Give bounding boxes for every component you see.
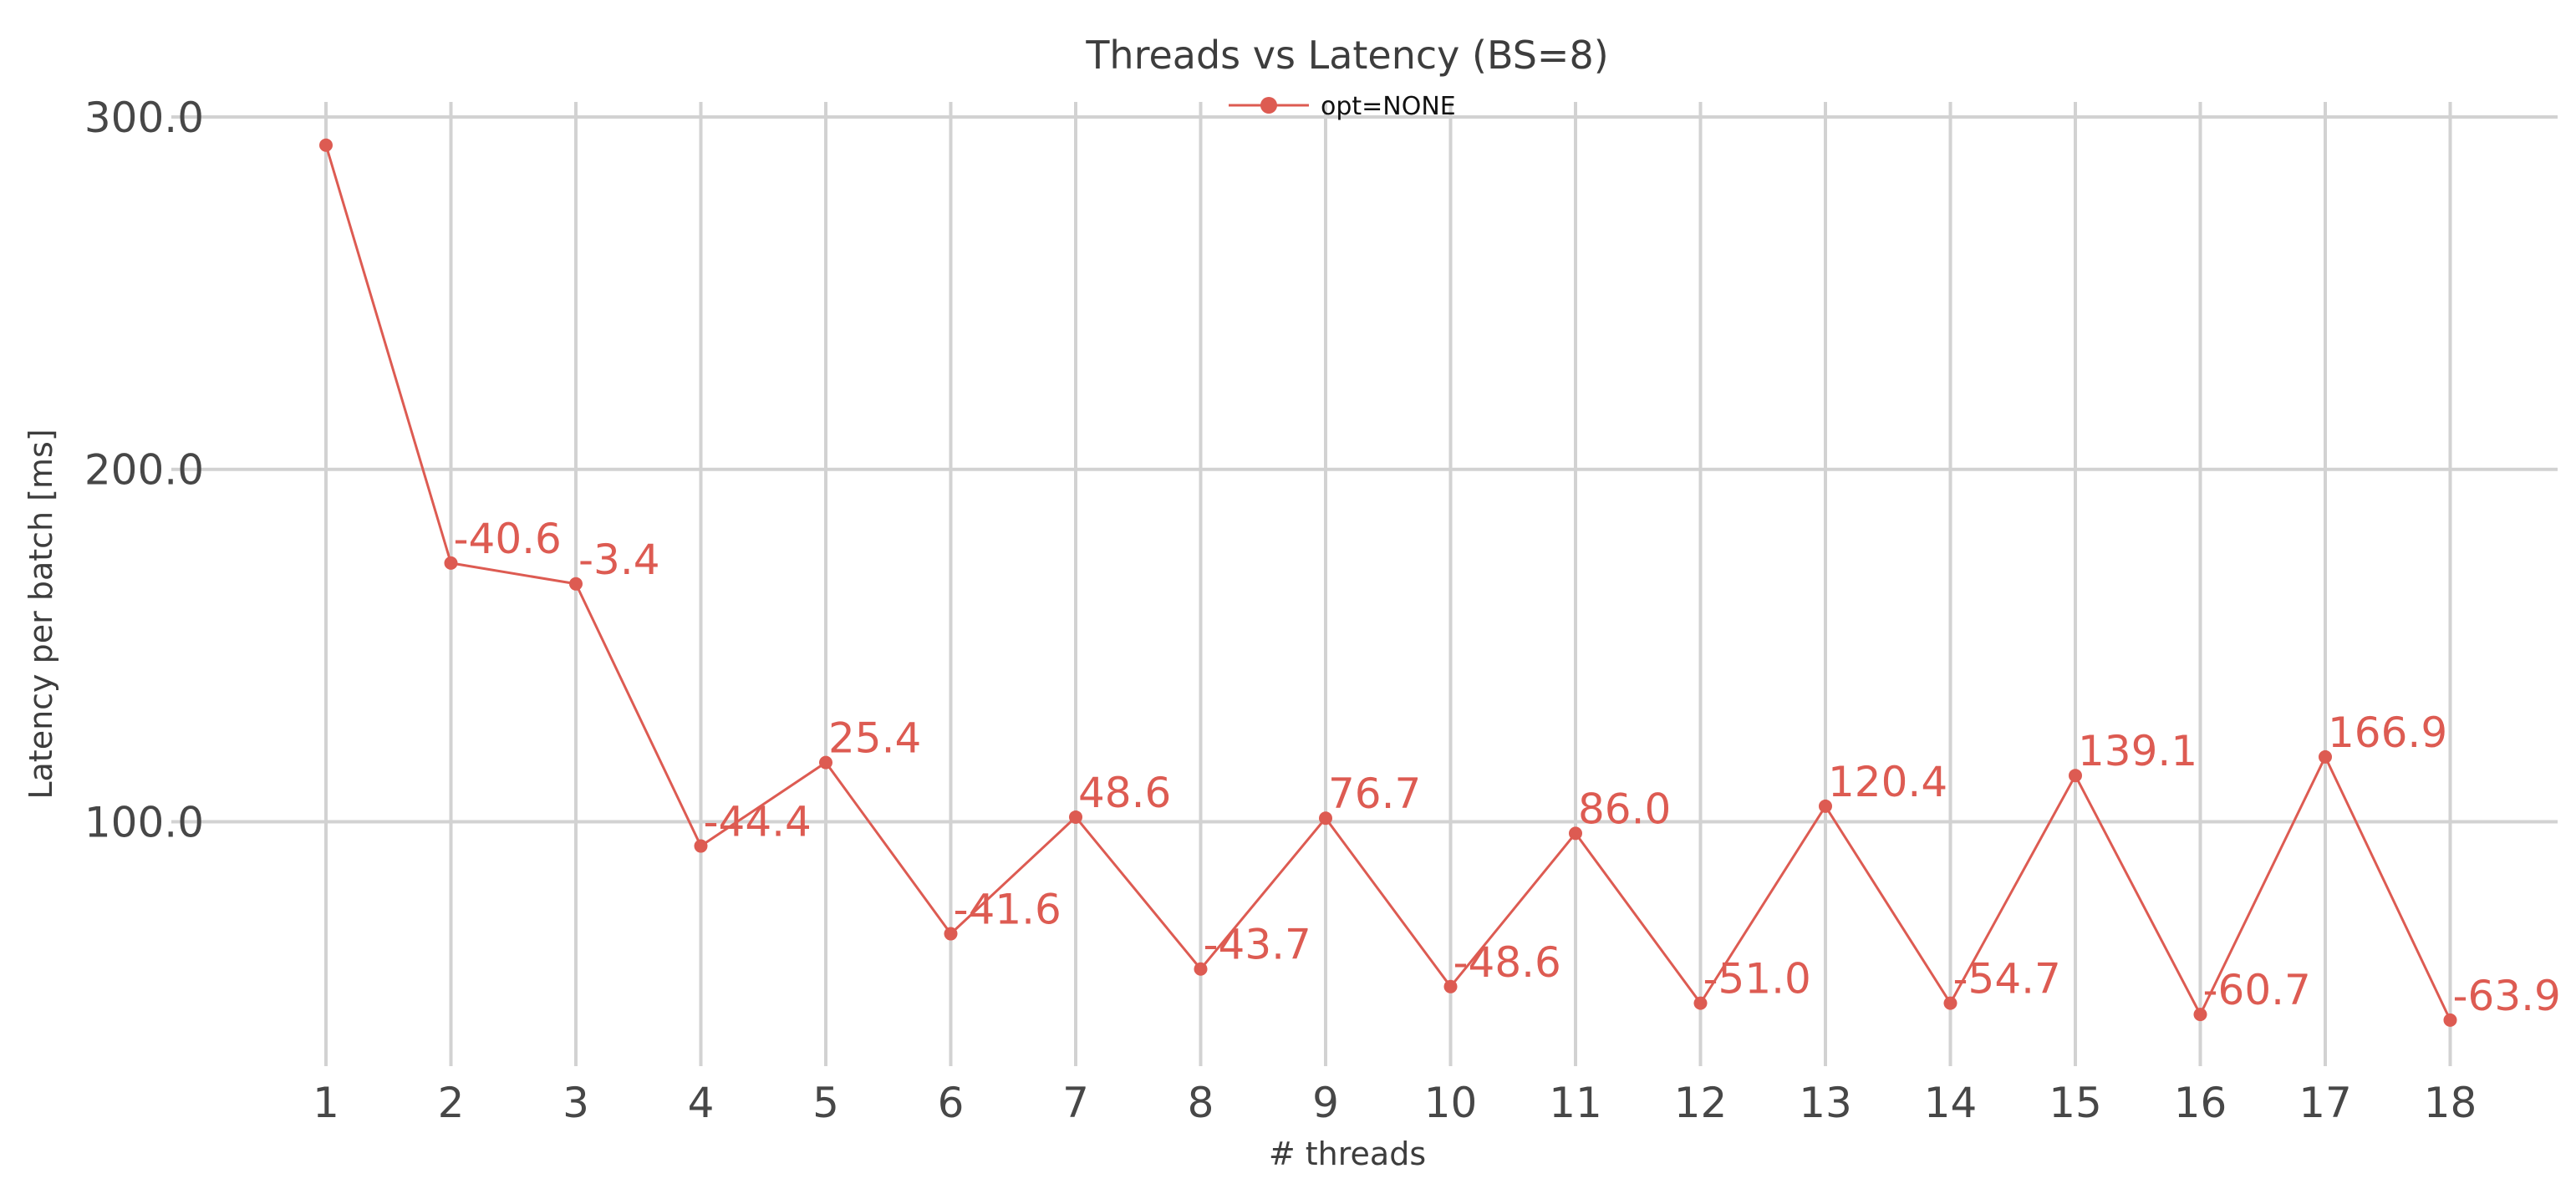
data-point	[569, 577, 583, 591]
x-tick-label: 6	[938, 1079, 965, 1127]
series-layer	[319, 138, 2457, 1027]
data-point	[1069, 810, 1082, 824]
x-tick-label: 8	[1188, 1079, 1214, 1127]
data-label: 139.1	[2078, 727, 2197, 775]
data-label: -63.9	[2453, 972, 2561, 1020]
grid-layer	[171, 102, 2558, 1066]
data-label-layer: -40.6 -3.4 -44.4 25.4 -41.6 48.6 -43.7 76.7 -48.…	[454, 515, 2561, 1020]
data-label: -43.7	[1204, 921, 1311, 969]
data-label: -44.4	[704, 798, 812, 846]
y-axis-label: Latency per batch [ms]	[23, 429, 59, 799]
data-label: 120.4	[1828, 758, 1947, 806]
tick-layer: 1 2 3 4 5 6 7 8 9 10 11 12 13 14 15 16 17 18100.0200.0300…	[84, 94, 2477, 1127]
data-label: 48.6	[1078, 769, 1171, 817]
x-tick-label: 18	[2424, 1079, 2477, 1127]
x-tick-label: 16	[2174, 1079, 2227, 1127]
data-label: -48.6	[1453, 938, 1561, 987]
x-axis-label: # threads	[1269, 1135, 1426, 1172]
legend-marker	[1260, 97, 1277, 114]
data-point	[1319, 811, 1332, 826]
x-tick-label: 10	[1424, 1079, 1478, 1127]
legend: opt=NONE	[1229, 92, 1456, 121]
x-tick-label: 1	[313, 1079, 339, 1127]
data-label: -51.0	[1703, 955, 1811, 1003]
y-tick-label: 100.0	[84, 798, 204, 846]
x-tick-label: 9	[1312, 1079, 1339, 1127]
data-label: -54.7	[1953, 955, 2061, 1003]
y-tick-label: 200.0	[84, 446, 204, 495]
x-tick-label: 7	[1062, 1079, 1089, 1127]
x-tick-label: 13	[1799, 1079, 1852, 1127]
data-point	[694, 839, 708, 853]
x-tick-label: 5	[812, 1079, 839, 1127]
data-point	[944, 927, 958, 941]
data-point	[2319, 749, 2332, 764]
data-point	[319, 138, 333, 152]
data-point	[1943, 996, 1957, 1010]
data-point	[819, 755, 832, 770]
legend-label: opt=NONE	[1321, 92, 1456, 121]
data-point	[1194, 962, 1208, 976]
data-point	[2069, 769, 2082, 783]
x-tick-label: 3	[563, 1079, 589, 1127]
data-point	[1819, 799, 1832, 813]
data-label: -41.6	[954, 886, 1061, 934]
data-label: 86.0	[1578, 785, 1671, 833]
x-tick-label: 4	[688, 1079, 715, 1127]
data-point	[2443, 1013, 2457, 1027]
series-line	[324, 145, 2451, 1021]
x-tick-label: 2	[438, 1079, 465, 1127]
x-tick-label: 14	[1924, 1079, 1978, 1127]
data-point	[1693, 996, 1708, 1010]
x-tick-label: 15	[2049, 1079, 2102, 1127]
data-label: -40.6	[454, 515, 562, 563]
data-label: 76.7	[1328, 770, 1421, 818]
data-point	[1443, 979, 1458, 993]
y-tick-label: 300.0	[84, 94, 204, 142]
data-label: 166.9	[2328, 709, 2447, 757]
data-label: -3.4	[578, 536, 660, 584]
x-tick-label: 11	[1549, 1079, 1602, 1127]
x-tick-label: 12	[1674, 1079, 1728, 1127]
x-tick-label: 17	[2299, 1079, 2352, 1127]
data-point	[444, 556, 458, 570]
data-label: 25.4	[828, 714, 921, 763]
data-point	[2193, 1008, 2207, 1022]
data-point	[1569, 826, 1582, 841]
chart-title: Threads vs Latency (BS=8)	[1085, 33, 1608, 78]
data-label: -60.7	[2203, 966, 2311, 1014]
